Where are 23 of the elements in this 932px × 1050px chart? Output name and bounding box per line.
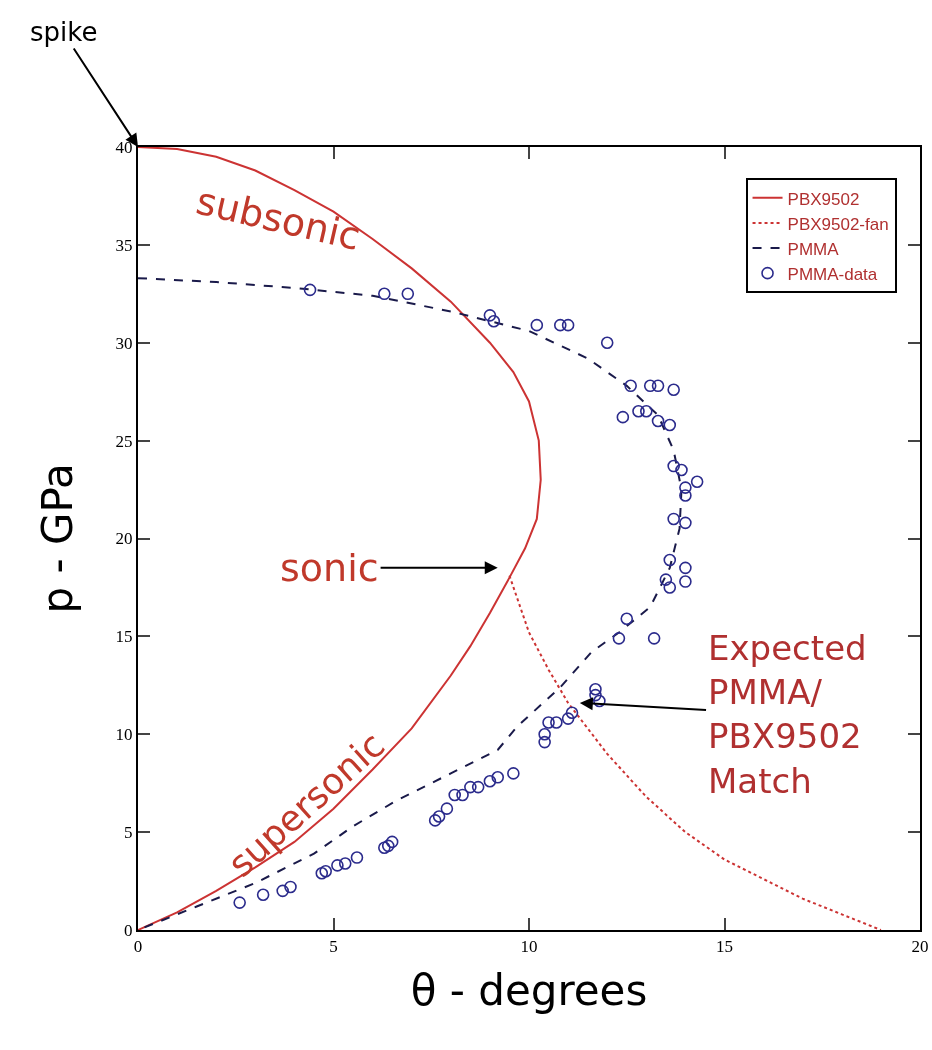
annotation: Expected PMMA/ PBX9502 Match [708,628,867,801]
y-tick-label: 5 [124,823,133,843]
y-axis-title: p - GPa [32,463,82,614]
y-tick-label: 25 [115,431,133,451]
y-tick-label: 0 [124,920,133,940]
x-tick-label: 10 [520,937,538,957]
annotation: sonic [280,546,379,590]
y-tick-label: 30 [115,333,133,353]
y-tick-label: 10 [115,725,133,745]
annotation: subsonic [192,178,365,260]
legend-label: PMMA-data [787,264,878,284]
y-tick-label: 40 [115,137,133,157]
legend-label: PMMA [787,239,840,259]
y-tick-label: 15 [115,627,133,647]
y-tick-label: 35 [115,235,133,255]
y-tick-label: 20 [115,529,133,549]
x-tick-label: 5 [329,937,338,957]
legend-label: PBX9502 [787,189,860,209]
x-tick-label: 15 [716,937,733,957]
x-axis-title: θ - degrees [410,965,648,1015]
x-tick-label: 20 [911,937,929,957]
legend-label: PBX9502-fan [787,214,889,234]
annotation: spike [30,17,98,47]
